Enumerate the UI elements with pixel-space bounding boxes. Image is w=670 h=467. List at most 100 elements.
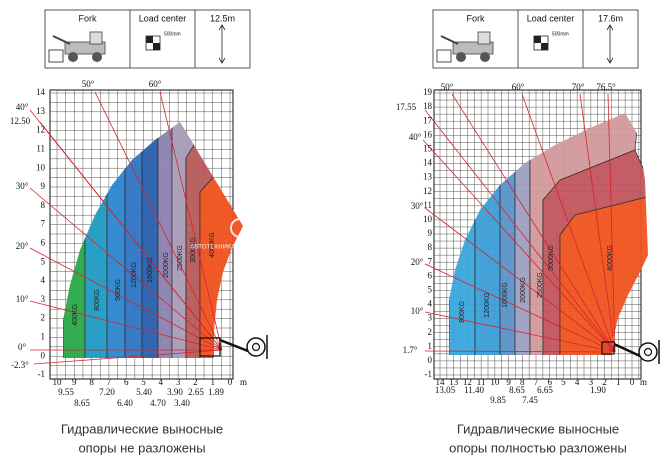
header-label: Fork: [79, 13, 98, 23]
caption: Гидравлические выносные: [61, 421, 223, 436]
angle-label: 50°: [82, 79, 95, 89]
header-cell: [582, 9, 639, 69]
angle-label: 10°: [16, 294, 29, 304]
fork-box: [601, 341, 615, 355]
y-tick-label: 5: [428, 284, 433, 294]
machine-wheel: [480, 52, 490, 62]
angle-label: 60°: [512, 82, 525, 92]
machine-boom: [52, 35, 71, 45]
y-tick-label: 19: [423, 87, 433, 97]
wheel: [246, 337, 266, 357]
y-tick-label: 12: [36, 125, 45, 135]
zone-label: 800KG: [94, 289, 101, 311]
machine-icon: [64, 41, 106, 55]
angle-line: [29, 247, 223, 351]
machine-wheel: [92, 52, 102, 62]
x-mark-label: 1.90: [590, 385, 606, 395]
zone-label: 400KG: [72, 304, 79, 326]
y-tick-label: -1: [38, 369, 46, 379]
x-tick-label: 0: [630, 377, 635, 387]
x-tick-label: 1: [210, 377, 215, 387]
y-tick-label: 7: [428, 256, 433, 266]
angle-label: 70°: [572, 82, 585, 92]
x-mark-label: 3.40: [174, 398, 190, 408]
zone-area: [124, 122, 143, 358]
angle-line: [422, 139, 616, 353]
angle-label: 1.7°: [403, 345, 418, 355]
y-tick-label: 10: [36, 162, 46, 172]
x-tick-label: 1: [616, 377, 621, 387]
header-label: Load center: [139, 13, 187, 23]
header-cell: [194, 9, 251, 69]
y-tick-label: 4: [428, 299, 433, 309]
y-tick-label: 3: [428, 313, 433, 323]
zone-area: [84, 122, 108, 358]
zone-area: [499, 113, 516, 355]
x-tick-label: 0: [228, 377, 233, 387]
machine-wheel: [68, 52, 78, 62]
y-tick-label: 17: [423, 115, 433, 125]
zone-label: 2000KG: [520, 277, 527, 303]
watermark-brand: РУСБИЗНЕСАВТО: [250, 218, 408, 237]
y-tick-label: 0: [41, 350, 46, 360]
y-tick-label: 9: [428, 228, 433, 238]
wheel: [638, 342, 658, 362]
x-mark-label: 8.65: [74, 398, 90, 408]
x-tick-label: 7: [107, 377, 112, 387]
wheel-hub: [251, 342, 261, 352]
zone-area: [141, 122, 159, 358]
boom-arm: [219, 338, 249, 353]
x-tick-label: 14: [436, 377, 446, 387]
x-mark-label: 2.65: [188, 387, 204, 397]
angle-line: [29, 300, 223, 351]
x-tick-label: 5: [561, 377, 566, 387]
angle-line: [29, 187, 223, 351]
machine-wheel: [456, 52, 466, 62]
x-unit: m: [640, 377, 647, 387]
machine-cab: [477, 31, 491, 45]
load-icon-fill: [534, 36, 541, 43]
zone-label: 1200KG: [131, 262, 138, 288]
header-cell: [517, 9, 584, 69]
watermark-tagline: АВТОТЕХНИКА И СПЕЦТЕХНИКА: [190, 244, 291, 251]
x-tick-label: 4: [575, 377, 580, 387]
machine-cab: [89, 31, 103, 45]
x-tick-label: 10: [53, 377, 63, 387]
zones: [449, 113, 648, 355]
wheel-hub: [643, 347, 653, 357]
angle-line: [424, 311, 616, 353]
zone-label: 1600KG: [147, 257, 154, 283]
zone-label: 2500KG: [537, 272, 544, 298]
y-tick-label: 7: [41, 219, 46, 229]
angle-line: [607, 93, 616, 353]
zone-label: 1200KG: [484, 292, 491, 318]
angle-line: [424, 263, 616, 353]
zone-area: [474, 113, 501, 355]
x-tick-label: 2: [193, 377, 198, 387]
zone-label: 1600KG: [502, 282, 509, 308]
x-tick-label: 11: [477, 377, 486, 387]
x-mark-label: 9.85: [490, 395, 506, 405]
fork-box: [199, 337, 221, 357]
y-tick-label: 4: [41, 275, 46, 285]
x-tick-label: 9: [72, 377, 77, 387]
load-icon-fill: [541, 43, 548, 50]
y-tick-label: 6: [428, 270, 433, 280]
x-tick-label: 3: [176, 377, 181, 387]
y-tick-label: 5: [41, 256, 46, 266]
angle-line: [521, 93, 616, 353]
height-arrow-head: [218, 24, 226, 64]
angle-label: -2.3°: [11, 360, 29, 370]
machine-icon: [452, 41, 494, 55]
x-mark-label: 1.89: [208, 387, 224, 397]
header-label: 17.6m: [598, 13, 623, 23]
y-tick-label: 8: [428, 242, 433, 252]
load-center-size: 500mm: [164, 31, 181, 37]
x-tick-label: 9: [506, 377, 511, 387]
y-tick-label: -1: [425, 369, 433, 379]
x-tick-label: 8: [89, 377, 94, 387]
angle-line: [451, 93, 616, 353]
watermark-logo: [230, 218, 250, 238]
y-tick-label: 2: [428, 327, 433, 337]
